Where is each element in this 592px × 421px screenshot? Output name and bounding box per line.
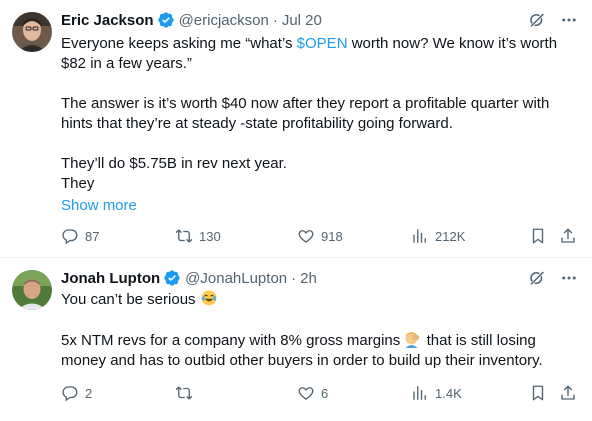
author-handle[interactable]: @JonahLupton — [185, 269, 288, 287]
share-button[interactable] — [559, 225, 577, 247]
author-name[interactable]: Jonah Lupton — [61, 269, 161, 287]
retweet-button[interactable] — [175, 382, 199, 404]
separator-dot: · — [291, 269, 297, 287]
tweet-timestamp[interactable]: 2h — [300, 269, 317, 287]
views-icon — [413, 229, 426, 243]
views-button[interactable]: 212K — [411, 225, 465, 247]
grok-icon[interactable] — [528, 269, 546, 287]
retweet-icon — [175, 229, 193, 243]
like-icon — [298, 230, 314, 243]
retweet-count: 130 — [199, 228, 221, 244]
tweet-text-line: They — [61, 175, 95, 192]
tweet-text-line: that is still losing — [422, 332, 536, 349]
retweet-icon — [175, 386, 193, 400]
views-count: 212K — [435, 228, 466, 244]
avatar[interactable] — [12, 12, 52, 52]
retweet-button[interactable]: 130 — [175, 225, 221, 247]
tweet[interactable]: Eric Jackson @ericjackson · Jul 20 Every… — [0, 0, 592, 258]
tweet-text: You can’t be serious 5x NTM revs for a c… — [61, 289, 581, 371]
tweet[interactable]: Jonah Lupton @JonahLupton · 2h You can’t… — [0, 258, 592, 421]
more-icon[interactable] — [560, 269, 578, 287]
like-count: 6 — [321, 385, 329, 401]
bookmark-button[interactable] — [529, 225, 547, 247]
reply-button[interactable]: 2 — [61, 382, 92, 404]
views-count: 1.4K — [435, 385, 462, 401]
bookmark-button[interactable] — [529, 382, 547, 404]
reply-icon — [62, 386, 78, 402]
tweet-text-line: They’ll do $5.75B in rev next year. — [61, 155, 287, 172]
tweet-action-bar: 87 130 918 212K — [61, 225, 581, 247]
tweet-text-line: 5x NTM revs for a company with 8% gross … — [61, 332, 401, 349]
show-more-link[interactable]: Show more — [61, 197, 137, 214]
like-count: 918 — [321, 228, 343, 244]
tweet-text-line: The answer is it’s worth $40 now after t… — [61, 95, 550, 112]
author-name[interactable]: Eric Jackson — [61, 11, 154, 29]
verified-badge-icon[interactable] — [157, 11, 175, 29]
tweet-text: Everyone keeps asking me “what’s $OPEN w… — [61, 34, 581, 216]
tweet-text-line: $82 in a few years.” — [61, 55, 192, 72]
bookmark-icon — [532, 228, 544, 244]
facepalm-emoji-icon — [404, 330, 422, 348]
tweet-top-actions — [528, 269, 578, 287]
separator-dot: · — [272, 11, 278, 29]
grok-icon[interactable] — [528, 11, 546, 29]
like-button[interactable]: 6 — [297, 382, 328, 404]
reply-button[interactable]: 87 — [61, 225, 99, 247]
views-icon — [413, 386, 426, 400]
tweet-text-line: You can’t be serious — [61, 291, 196, 308]
more-icon[interactable] — [560, 11, 578, 29]
like-icon — [298, 387, 314, 400]
author-handle[interactable]: @ericjackson — [178, 11, 269, 29]
share-icon — [561, 228, 575, 243]
like-button[interactable]: 918 — [297, 225, 343, 247]
avatar[interactable] — [12, 270, 52, 310]
tweet-text-line: worth now? We know it’s worth — [347, 35, 558, 52]
share-icon — [561, 385, 575, 400]
tweet-text-line: hints that they’re at steady -state prof… — [61, 115, 453, 132]
reply-count: 87 — [85, 228, 100, 244]
tweet-text-line: Everyone keeps asking me “what’s — [61, 35, 297, 52]
tweet-timestamp[interactable]: Jul 20 — [281, 11, 322, 29]
verified-badge-icon[interactable] — [163, 269, 181, 287]
tweet-text-line: money and has to outbid other buyers in … — [61, 352, 543, 369]
reply-icon — [62, 229, 78, 245]
laughing-emoji-icon — [200, 289, 218, 307]
tweet-top-actions — [528, 11, 578, 29]
cashtag-link[interactable]: $OPEN — [296, 35, 348, 52]
tweet-header: Eric Jackson @ericjackson · Jul 20 — [61, 10, 322, 30]
views-button[interactable]: 1.4K — [411, 382, 462, 404]
tweet-action-bar: 2 6 1.4K — [61, 382, 581, 404]
tweet-header: Jonah Lupton @JonahLupton · 2h — [61, 268, 317, 288]
share-button[interactable] — [559, 382, 577, 404]
reply-count: 2 — [85, 385, 93, 401]
bookmark-icon — [532, 385, 544, 401]
